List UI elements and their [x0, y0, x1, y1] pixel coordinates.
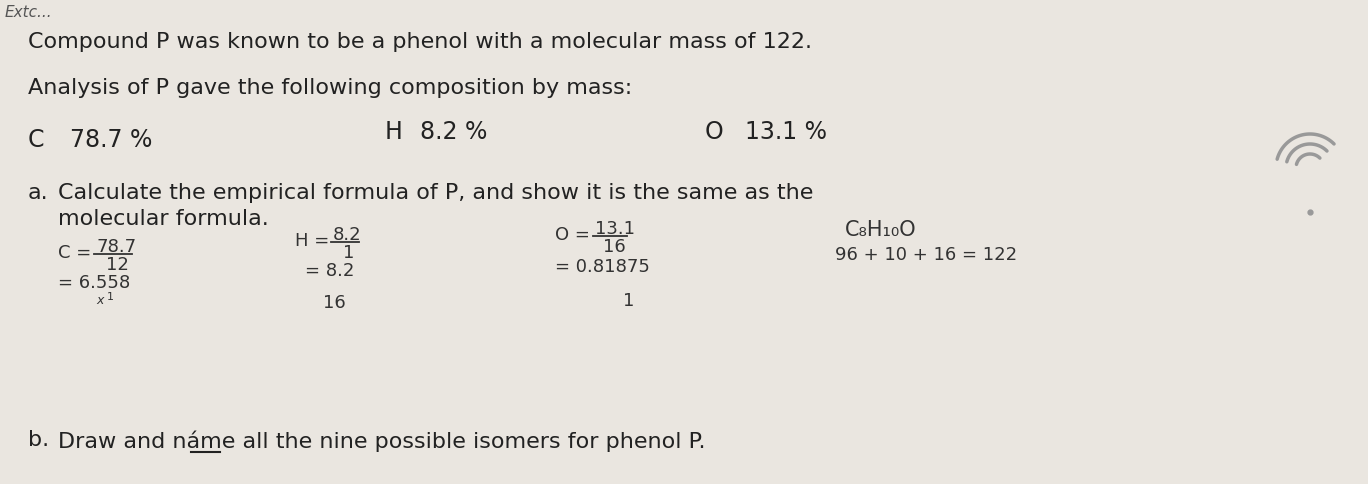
Text: 13.1 %: 13.1 % — [746, 120, 828, 144]
Text: Draw and náme all the nine possible isomers for phenol P.: Draw and náme all the nine possible isom… — [57, 430, 706, 452]
Text: H: H — [384, 120, 402, 144]
Text: 1: 1 — [622, 292, 635, 310]
Text: 16: 16 — [603, 238, 625, 256]
Text: C: C — [27, 128, 45, 152]
Text: C =: C = — [57, 244, 92, 262]
Text: x: x — [96, 294, 104, 307]
Text: 96 + 10 + 16 = 122: 96 + 10 + 16 = 122 — [834, 246, 1018, 264]
Text: O: O — [705, 120, 724, 144]
Text: 1: 1 — [343, 244, 354, 262]
Text: 78.7 %: 78.7 % — [70, 128, 152, 152]
Text: = 0.81875: = 0.81875 — [555, 258, 650, 276]
Text: 13.1: 13.1 — [595, 220, 635, 238]
Text: Calculate the empirical formula of P, and show it is the same as the: Calculate the empirical formula of P, an… — [57, 183, 814, 203]
Text: Analysis of P gave the following composition by mass:: Analysis of P gave the following composi… — [27, 78, 632, 98]
Text: O =: O = — [555, 226, 590, 244]
Text: = 6.558: = 6.558 — [57, 274, 130, 292]
Text: a.: a. — [27, 183, 49, 203]
Text: H =: H = — [295, 232, 330, 250]
Text: 8.2: 8.2 — [332, 226, 361, 244]
Text: C₈H₁₀O: C₈H₁₀O — [845, 220, 917, 240]
Text: = 8.2: = 8.2 — [305, 262, 354, 280]
Text: 8.2 %: 8.2 % — [420, 120, 487, 144]
Text: 12: 12 — [105, 256, 129, 274]
Text: 78.7: 78.7 — [96, 238, 137, 256]
Text: 16: 16 — [323, 294, 346, 312]
Text: molecular formula.: molecular formula. — [57, 209, 268, 229]
Text: 1: 1 — [107, 292, 114, 302]
Text: Extc...: Extc... — [5, 5, 52, 20]
Text: b.: b. — [27, 430, 49, 450]
Text: Compound P was known to be a phenol with a molecular mass of 122.: Compound P was known to be a phenol with… — [27, 32, 813, 52]
